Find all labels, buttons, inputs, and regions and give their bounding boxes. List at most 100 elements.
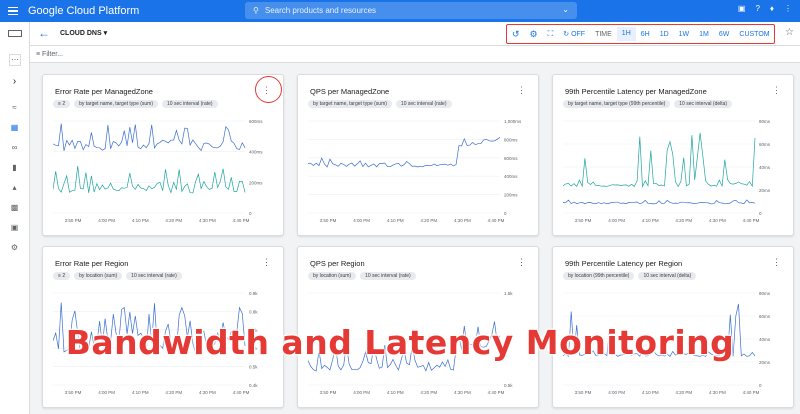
- fullscreen-icon[interactable]: ⛶: [547, 29, 554, 38]
- line-chart[interactable]: 80ms 60ms 40ms 20ms 0 3:50 PM 4:00 PM 4:10 PM 4:…: [563, 287, 785, 403]
- y-tick-label: 0.5k: [504, 383, 513, 388]
- aggregation-chip[interactable]: 10 sec interval (delta): [638, 272, 697, 280]
- x-tick-label: 4:30 PM: [199, 218, 216, 223]
- metrics-explorer-icon[interactable]: ▮: [12, 163, 17, 172]
- groups-icon[interactable]: ▣: [10, 223, 19, 232]
- more-options-icon[interactable]: ⋮: [784, 4, 792, 13]
- y-tick-label: 0: [759, 383, 762, 388]
- chart-menu-icon[interactable]: ⋮: [517, 85, 526, 95]
- x-tick-label: 4:40 PM: [488, 390, 505, 395]
- x-tick-label: 4:30 PM: [709, 390, 726, 395]
- aggregation-chip[interactable]: 10 sec interval (rate): [395, 100, 452, 108]
- search-bar[interactable]: ⚲ Search products and resources ⌄: [245, 2, 577, 19]
- x-tick-label: 3:50 PM: [320, 218, 337, 223]
- chart-menu-icon[interactable]: ⋮: [262, 257, 271, 267]
- time-1m-button[interactable]: 1M: [699, 30, 709, 38]
- y-tick-label: 1.5k: [504, 291, 513, 296]
- search-icon: ⚲: [253, 6, 259, 15]
- alerting-icon[interactable]: ▴: [12, 183, 17, 192]
- y-tick-label: 600ms: [249, 119, 263, 124]
- chart-menu-icon[interactable]: ⋮: [772, 85, 781, 95]
- chart-card: QPS per Region ⋮ by location (sum) 10 sec i…: [297, 246, 539, 408]
- aggregation-chip[interactable]: 10 sec interval (rate): [360, 272, 416, 280]
- help-icon[interactable]: ?: [755, 4, 760, 13]
- x-tick-label: 3:50 PM: [575, 390, 592, 395]
- time-6w-button[interactable]: 6W: [718, 30, 730, 38]
- x-tick-label: 4:40 PM: [233, 390, 250, 395]
- x-tick-label: 4:30 PM: [709, 218, 726, 223]
- chart-card: 99th Percentile Latency per Region ⋮ by lo…: [552, 246, 794, 408]
- y-tick-label: 0.7k: [249, 328, 258, 333]
- expand-rail-icon[interactable]: ›: [12, 76, 17, 87]
- time-1w-button[interactable]: 1W: [678, 30, 690, 38]
- aggregation-chip[interactable]: 10 sec interval (rate): [126, 272, 182, 280]
- search-placeholder: Search products and resources: [264, 6, 377, 15]
- filter-count-chip[interactable]: ≡ 2: [53, 100, 71, 108]
- chart-card: Error Rate per ManagedZone ⋮ ≡ 2 by target …: [42, 74, 284, 236]
- y-tick-label: 200ms: [504, 193, 518, 198]
- y-tick-label: 1k: [504, 337, 510, 342]
- settings-icon[interactable]: ⚙: [10, 243, 19, 252]
- series-line: [563, 132, 756, 188]
- filter-bar[interactable]: ≡ Filter...: [30, 46, 800, 63]
- overlay-caption: Bandwidth and Latency Monitoring: [65, 323, 735, 362]
- line-chart[interactable]: 1,000ms 800ms 600ms 400ms 200ms 0 3:50 PM 4:00 …: [308, 115, 530, 231]
- cloud-shell-icon[interactable]: ▣: [737, 4, 746, 13]
- project-select-icon[interactable]: ⋯: [9, 54, 21, 66]
- line-chart[interactable]: 600ms 400ms 200ms 0 3:50 PM 4:00 PM 4:10 PM 4:2…: [53, 115, 275, 231]
- aggregation-chip[interactable]: by location (99th percentile): [563, 272, 635, 280]
- chart-menu-icon[interactable]: ⋮: [517, 257, 526, 267]
- chart-chips: by location (sum) 10 sec interval (rate): [308, 272, 416, 280]
- uptime-checks-icon[interactable]: ▩: [10, 203, 19, 212]
- time-6h-button[interactable]: 6H: [640, 30, 650, 38]
- x-tick-label: 4:00 PM: [353, 218, 370, 223]
- time-1d-button[interactable]: 1D: [659, 30, 669, 38]
- y-tick-label: 600ms: [504, 156, 518, 161]
- filter-lines-icon: ≡: [58, 273, 63, 279]
- line-chart[interactable]: 80ms 60ms 40ms 20ms 0 3:50 PM 4:00 PM 4:10 PM 4:…: [563, 115, 785, 231]
- dashboard-name: CLOUD DNS: [60, 30, 102, 37]
- aggregation-chip[interactable]: by target name, target type (99th percen…: [563, 100, 671, 108]
- services-icon[interactable]: ∞: [11, 143, 18, 152]
- x-tick-label: 4:20 PM: [675, 218, 692, 223]
- chart-menu-icon[interactable]: ⋮: [772, 257, 781, 267]
- aggregation-chip[interactable]: 10 sec interval (rate): [162, 100, 218, 108]
- hamburger-menu-icon[interactable]: [0, 6, 26, 16]
- time-custom-button[interactable]: CUSTOM: [739, 30, 770, 38]
- aggregation-chip[interactable]: 10 sec interval (delta): [674, 100, 733, 108]
- monitoring-logo-icon: [8, 30, 22, 37]
- line-chart[interactable]: 0.9k 0.8k 0.7k 0.6k 0.5k 0.4k 3:50 PM 4:00 PM 4:…: [53, 287, 275, 403]
- x-tick-label: 4:30 PM: [454, 390, 471, 395]
- x-tick-label: 4:10 PM: [132, 218, 149, 223]
- line-chart[interactable]: 1.5k 1k 0.5k 3:50 PM 4:00 PM 4:10 PM 4:20 PM 4:…: [308, 287, 530, 403]
- x-tick-label: 4:00 PM: [98, 218, 115, 223]
- kebab-highlight-circle: [255, 76, 282, 103]
- auto-refresh-toggle[interactable]: ↻ OFF: [558, 30, 590, 38]
- y-tick-label: 1,000ms: [504, 119, 522, 124]
- filter-count-chip[interactable]: ≡ 2: [53, 272, 71, 280]
- y-tick-label: 0.6k: [249, 346, 258, 351]
- x-tick-label: 4:20 PM: [165, 218, 182, 223]
- y-tick-label: 40ms: [759, 165, 771, 170]
- chart-chips: by location (99th percentile) 10 sec inte…: [563, 272, 697, 280]
- filter-placeholder: Filter...: [42, 51, 64, 58]
- chevron-down-icon[interactable]: ⌄: [562, 5, 569, 14]
- dashboard-selector[interactable]: CLOUD DNS ▾: [60, 30, 108, 37]
- aggregation-chip[interactable]: by location (sum): [308, 272, 357, 280]
- filter-count: 2: [62, 101, 66, 107]
- y-tick-label: 80ms: [759, 291, 771, 296]
- y-tick-label: 80ms: [759, 119, 771, 124]
- star-icon[interactable]: ☆: [785, 27, 794, 38]
- overview-icon[interactable]: ≈: [12, 103, 17, 112]
- x-tick-label: 4:00 PM: [98, 390, 115, 395]
- aggregation-chip[interactable]: by target name, target type (sum): [308, 100, 392, 108]
- time-1h-button[interactable]: 1H: [616, 27, 636, 41]
- reset-zoom-icon[interactable]: ↺: [512, 28, 520, 39]
- aggregation-chip[interactable]: by target name, target type (sum): [74, 100, 159, 108]
- back-arrow-icon[interactable]: ←: [38, 26, 50, 40]
- aggregation-chip[interactable]: by location (sum): [74, 272, 123, 280]
- notifications-icon[interactable]: ♦: [769, 4, 774, 13]
- settings-gear-icon[interactable]: ⚙: [529, 28, 538, 39]
- dashboards-icon[interactable]: ▦: [10, 123, 19, 132]
- x-tick-label: 3:50 PM: [320, 390, 337, 395]
